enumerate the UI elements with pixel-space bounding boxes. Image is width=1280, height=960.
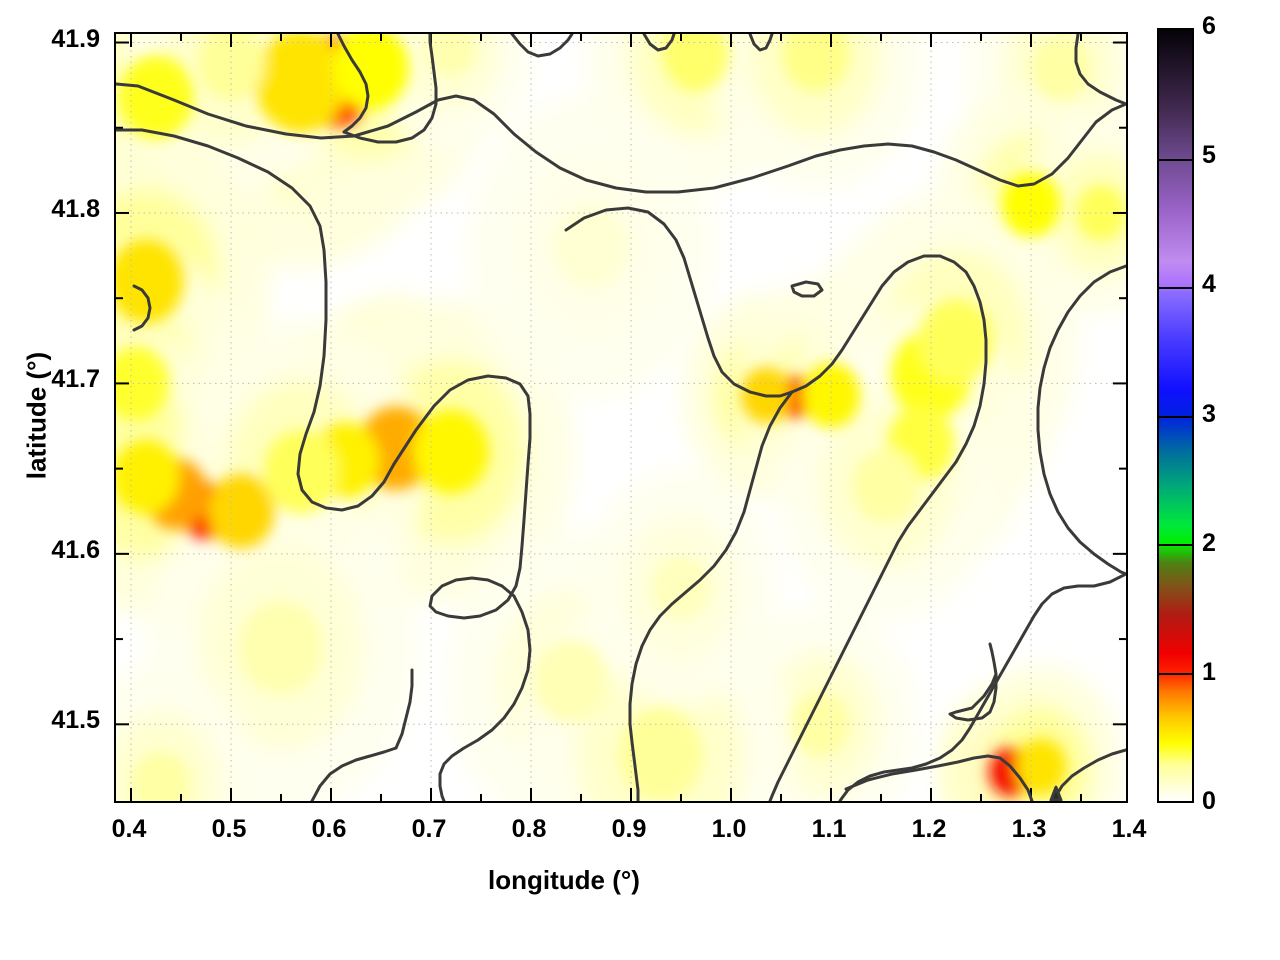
y-tick-label: 41.9 bbox=[51, 24, 100, 53]
y-tick-label: 41.8 bbox=[51, 194, 100, 223]
y-tick-label: 41.5 bbox=[51, 706, 100, 735]
x-axis-title: longitude (°) bbox=[488, 865, 640, 895]
colorbar-tick-label: 1 bbox=[1202, 657, 1216, 686]
colorbar-tick bbox=[1159, 287, 1192, 289]
x-tick-label: 0.9 bbox=[611, 815, 647, 843]
contour-lines-layer bbox=[116, 34, 1126, 801]
plot-area bbox=[114, 32, 1128, 803]
colorbar-tick-label: 4 bbox=[1202, 270, 1216, 299]
colorbar-tick bbox=[1159, 672, 1192, 675]
x-tick-label: 1.0 bbox=[711, 815, 747, 843]
colorbar-tick-label: 6 bbox=[1202, 12, 1216, 40]
y-tick-label: 41.7 bbox=[51, 365, 100, 394]
x-tick-label: 1.3 bbox=[1011, 815, 1047, 843]
x-tick-label: 0.5 bbox=[211, 815, 247, 843]
colorbar-tick bbox=[1159, 544, 1192, 546]
y-axis-title: latitude (°) bbox=[21, 351, 52, 480]
colorbar-tick bbox=[1159, 158, 1192, 161]
x-tick-label: 1.1 bbox=[811, 815, 847, 843]
colorbar-tick-label: 2 bbox=[1202, 528, 1216, 557]
heatmap-layer bbox=[116, 34, 1126, 801]
y-tick-label: 41.6 bbox=[51, 535, 100, 564]
colorbar bbox=[1157, 28, 1194, 803]
colorbar-tick-label: 3 bbox=[1202, 399, 1216, 428]
x-tick-label: 1.4 bbox=[1111, 815, 1147, 843]
x-tick-label: 0.6 bbox=[311, 815, 347, 843]
x-tick-label: 1.2 bbox=[911, 815, 947, 843]
x-tick-label: 0.7 bbox=[411, 815, 447, 843]
x-tick-label: 0.8 bbox=[511, 815, 547, 843]
x-tick-label: 0.4 bbox=[111, 815, 147, 843]
colorbar-tick bbox=[1159, 415, 1192, 418]
small-triangle-marker bbox=[1049, 785, 1063, 801]
colorbar-tick-label: 5 bbox=[1202, 141, 1216, 170]
colorbar-tick-label: 0 bbox=[1202, 787, 1216, 815]
